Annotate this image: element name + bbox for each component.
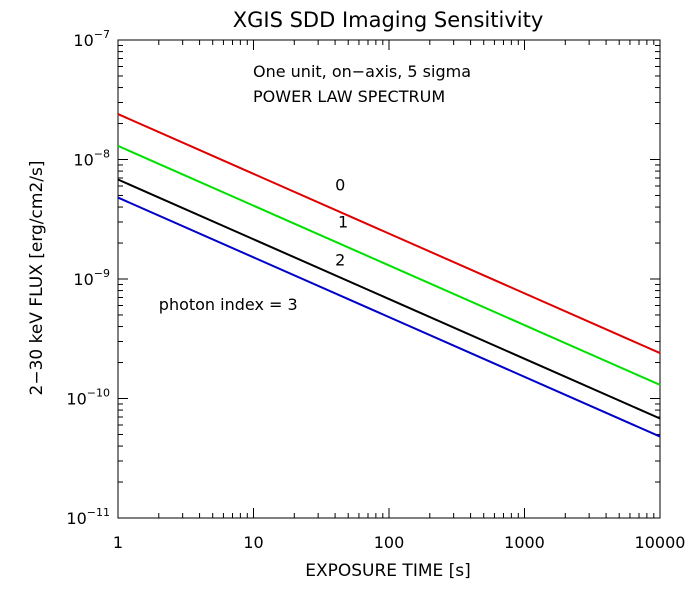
plot-border bbox=[117, 39, 661, 519]
x-axis-ticks: 1 10 100 1000 10000 bbox=[113, 40, 686, 552]
y-tick-label: 10−7 bbox=[73, 28, 110, 50]
series-lines bbox=[117, 113, 661, 438]
x-tick-label: 10000 bbox=[635, 533, 686, 552]
plot-frame bbox=[117, 39, 661, 519]
annotation-line-2: POWER LAW SPECTRUM bbox=[253, 87, 445, 106]
y-tick-label: 10−11 bbox=[66, 506, 110, 528]
series-line-3 bbox=[117, 196, 661, 438]
series-label-1: 1 bbox=[338, 212, 348, 231]
series-line-2 bbox=[117, 178, 661, 420]
series-line-0 bbox=[117, 113, 661, 354]
y-axis-ticks: 10−7 10−8 10−9 10−10 10−11 bbox=[66, 28, 660, 528]
series-labels: 0 1 2 photon index = 3 bbox=[159, 176, 348, 315]
x-tick-label: 10 bbox=[243, 533, 263, 552]
x-axis-label: EXPOSURE TIME [s] bbox=[305, 561, 471, 581]
y-tick-label: 10−10 bbox=[66, 387, 110, 409]
series-label-3: photon index = 3 bbox=[159, 295, 298, 314]
y-tick-label: 10−9 bbox=[73, 267, 110, 289]
y-tick-label: 10−8 bbox=[73, 148, 110, 170]
annotation-line-1: One unit, on−axis, 5 sigma bbox=[253, 62, 471, 81]
series-label-0: 0 bbox=[335, 176, 345, 195]
x-tick-label: 1 bbox=[113, 533, 123, 552]
x-tick-label: 100 bbox=[374, 533, 405, 552]
y-axis-label: 2−30 keV FLUX [erg/cm2/s] bbox=[27, 161, 47, 396]
series-label-2: 2 bbox=[335, 250, 345, 269]
chart-title: XGIS SDD Imaging Sensitivity bbox=[233, 8, 544, 32]
series-line-1 bbox=[117, 144, 661, 386]
x-tick-label: 1000 bbox=[504, 533, 545, 552]
